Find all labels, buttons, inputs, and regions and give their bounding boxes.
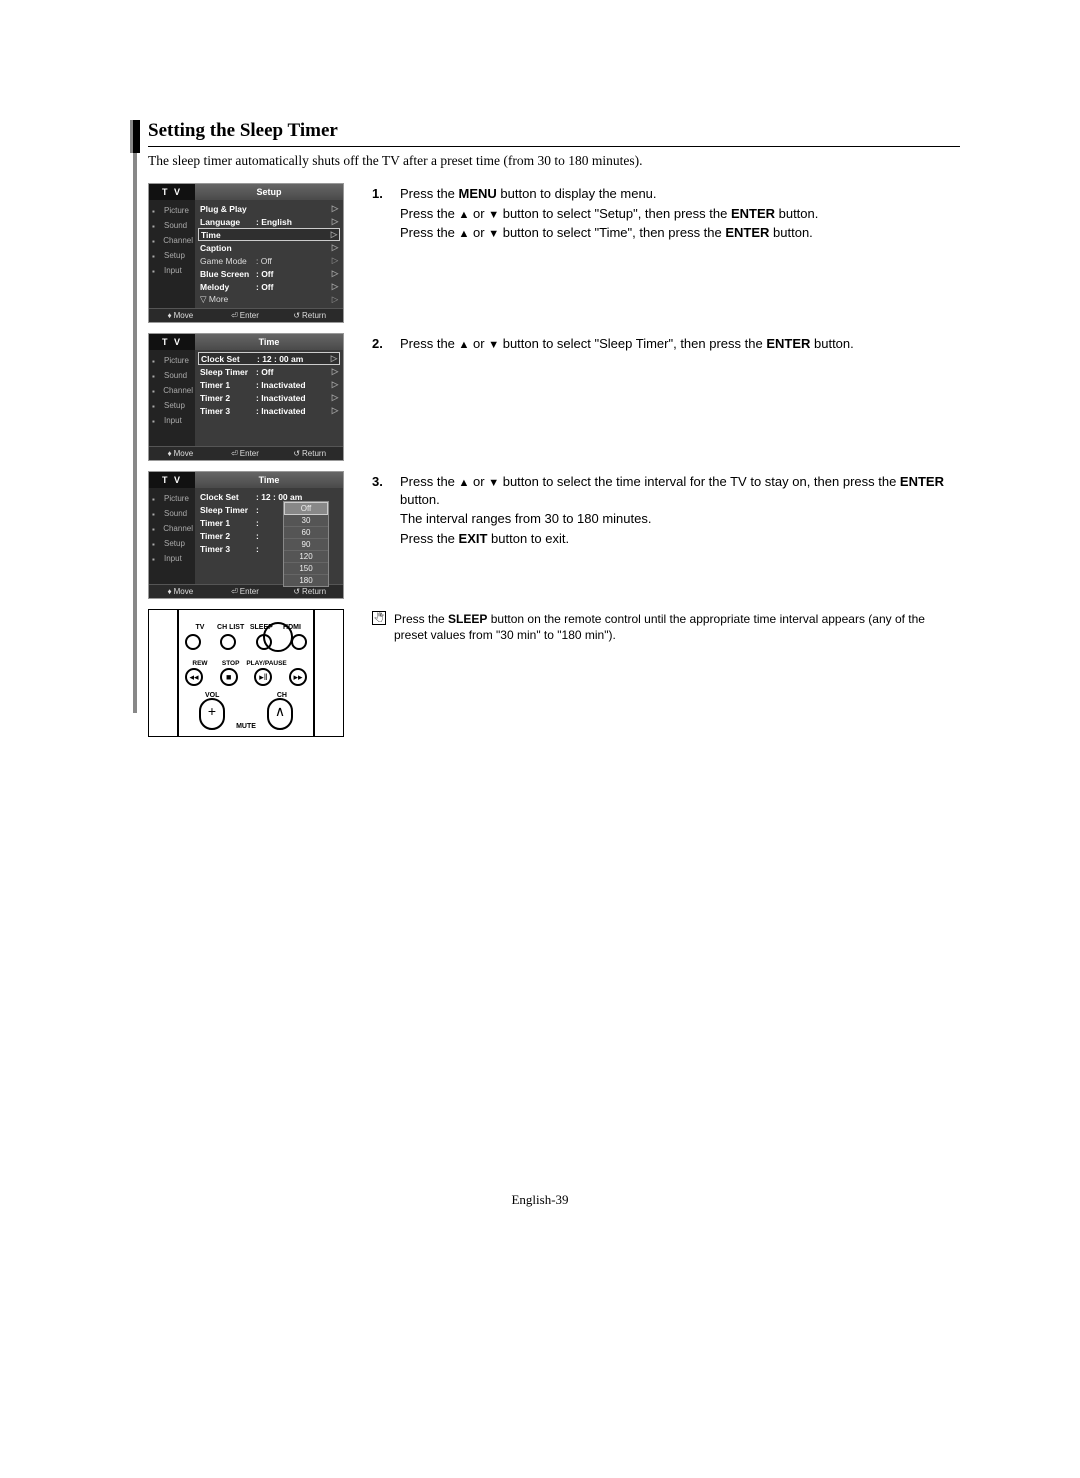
osd-row: Clock Set: 12 : 00 am▷: [198, 352, 340, 365]
page-number: English-39: [0, 1192, 1080, 1208]
osd-row: Game Mode: Off▷: [198, 254, 340, 267]
osd-foot-enter: ⏎Enter: [214, 311, 279, 320]
osd-side-picture: ▪Picture: [149, 353, 195, 368]
osd-row: Timer 3: Inactivated▷: [198, 404, 340, 417]
osd-side-setup: ▪Setup: [149, 248, 195, 263]
instruction-line: Press the EXIT button to exit.: [400, 530, 960, 548]
osd-side-channel: ▪Channel: [149, 233, 195, 248]
osd-head-title: Time: [195, 334, 343, 350]
remote-rew-button: ◂◂: [185, 668, 203, 686]
remote-mute-label: MUTE: [149, 723, 343, 730]
osd-head-title: Setup: [195, 184, 343, 200]
osd-row: Language: English▷: [198, 215, 340, 228]
step-3: 3. Press the ▲ or ▼ button to select the…: [372, 471, 960, 549]
osd-side-input: ▪Input: [149, 263, 195, 278]
osd-side-input: ▪Input: [149, 551, 195, 566]
remote-chlist-button: [220, 634, 236, 650]
instruction-line: Press the MENU button to display the men…: [400, 185, 960, 203]
osd-side-channel: ▪Channel: [149, 383, 195, 398]
instruction-line: The interval ranges from 30 to 180 minut…: [400, 510, 960, 528]
osd-row: Caption▷: [198, 241, 340, 254]
dropdown-option: 180: [284, 575, 328, 586]
remote-tip-icon: 🖑: [372, 611, 386, 625]
dropdown-option: 120: [284, 551, 328, 563]
step-number: 3.: [372, 473, 390, 549]
osd-side-sound: ▪Sound: [149, 218, 195, 233]
instruction-line: Press the ▲ or ▼ button to select the ti…: [400, 473, 960, 508]
remote-play-button: ▸‖: [254, 668, 272, 686]
osd-setup-screenshot: T V Setup ▪Picture▪Sound▪Channel▪Setup▪I…: [148, 183, 344, 323]
osd-foot-return: ↺Return: [278, 311, 343, 320]
osd-sleep-dropdown-screenshot: T V Time ▪Picture▪Sound▪Channel▪Setup▪In…: [148, 471, 344, 599]
osd-row: Timer 2: Inactivated▷: [198, 391, 340, 404]
tip-note: 🖑 Press the SLEEP button on the remote c…: [372, 609, 960, 643]
osd-row: Plug & Play▷: [198, 202, 340, 215]
page-title: Setting the Sleep Timer: [148, 120, 960, 147]
step-2: 2. Press the ▲ or ▼ button to select "Sl…: [372, 333, 960, 355]
instruction-line: Press the ▲ or ▼ button to select "Setup…: [400, 205, 960, 223]
osd-row: Blue Screen: Off▷: [198, 267, 340, 280]
osd-foot-move: ♦Move: [149, 311, 214, 320]
osd-head-tv: T V: [149, 334, 195, 350]
osd-head-tv: T V: [149, 184, 195, 200]
osd-row: Time▷: [198, 228, 340, 241]
dropdown-option: 60: [284, 527, 328, 539]
osd-side-setup: ▪Setup: [149, 398, 195, 413]
osd-row: Sleep Timer: Off▷: [198, 365, 340, 378]
instruction-line: Press the ▲ or ▼ button to select "Time"…: [400, 224, 960, 242]
remote-ff-button: ▸▸: [289, 668, 307, 686]
dropdown-option: Off: [284, 502, 328, 515]
osd-side-setup: ▪Setup: [149, 536, 195, 551]
osd-side-picture: ▪Picture: [149, 491, 195, 506]
osd-side-channel: ▪Channel: [149, 521, 195, 536]
instruction-line: Press the ▲ or ▼ button to select "Sleep…: [400, 335, 960, 353]
osd-time-screenshot: T V Time ▪Picture▪Sound▪Channel▪Setup▪In…: [148, 333, 344, 461]
osd-head-title: Time: [195, 472, 343, 488]
osd-row: Timer 1: Inactivated▷: [198, 378, 340, 391]
osd-side-input: ▪Input: [149, 413, 195, 428]
step-number: 2.: [372, 335, 390, 355]
remote-hdmi-button: [291, 634, 307, 650]
osd-head-tv: T V: [149, 472, 195, 488]
osd-side-picture: ▪Picture: [149, 203, 195, 218]
intro-text: The sleep timer automatically shuts off …: [148, 153, 960, 169]
osd-side-sound: ▪Sound: [149, 368, 195, 383]
remote-tv-button: [185, 634, 201, 650]
dropdown-option: 30: [284, 515, 328, 527]
tip-text: Press the SLEEP button on the remote con…: [394, 611, 960, 643]
osd-row: Melody: Off▷: [198, 280, 340, 293]
remote-stop-button: ■: [220, 668, 238, 686]
osd-row: ▽ More▷: [198, 293, 340, 306]
section-mark: [130, 120, 140, 153]
section-line: [133, 153, 137, 713]
remote-sleep-highlight: [263, 622, 293, 652]
remote-diagram: TVCH LISTSLEEPHDMI REWSTOPPLAY/PAUSE ◂◂ …: [148, 609, 344, 737]
dropdown-option: 90: [284, 539, 328, 551]
step-1: 1. Press the MENU button to display the …: [372, 183, 960, 244]
osd-side-sound: ▪Sound: [149, 506, 195, 521]
step-number: 1.: [372, 185, 390, 244]
dropdown-option: 150: [284, 563, 328, 575]
sleep-timer-dropdown: Off306090120150180: [283, 501, 329, 587]
